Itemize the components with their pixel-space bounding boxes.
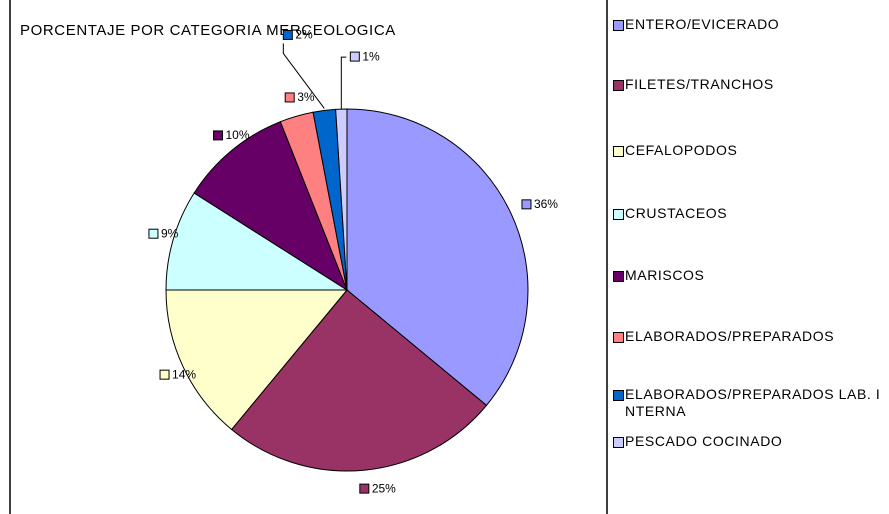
legend-label: ELABORADOS/PREPARADOS	[625, 328, 835, 344]
pie-slice	[346, 108, 529, 407]
data-label: 3%	[297, 90, 315, 104]
data-label: 14%	[172, 367, 196, 381]
legend-swatch	[613, 437, 624, 448]
legend-swatch	[613, 271, 624, 282]
legend-item: MARISCOS	[613, 267, 889, 284]
legend-label: FILETES/TRANCHOS	[625, 76, 774, 92]
legend-swatch	[613, 332, 624, 343]
data-label-key	[349, 51, 360, 62]
pie-slice	[230, 289, 488, 472]
leader-line	[282, 43, 325, 109]
data-label-key	[359, 483, 370, 494]
legend-label: PESCADO COCINADO	[625, 433, 783, 449]
legend-swatch	[613, 80, 624, 91]
data-label-key	[213, 130, 224, 141]
data-label-key	[282, 29, 293, 40]
legend-label: ENTERO/EVICERADO	[625, 16, 780, 32]
legend-swatch	[613, 209, 624, 220]
chart-frame	[9, 0, 608, 514]
data-label-key	[159, 369, 170, 380]
legend-item: ELABORADOS/PREPARADOS LAB. INTERNA	[613, 386, 889, 420]
legend-label: CEFALOPODOS	[625, 142, 738, 158]
legend-swatch	[613, 146, 624, 157]
data-label: 1%	[362, 49, 380, 63]
data-label: 2%	[295, 28, 313, 42]
data-label: 10%	[226, 128, 250, 142]
legend-item: ENTERO/EVICERADO	[613, 16, 889, 33]
data-label: 9%	[161, 226, 179, 240]
legend: ENTERO/EVICERADO FILETES/TRANCHOS CEFALOPO…	[607, 0, 889, 514]
legend-label: MARISCOS	[625, 267, 705, 283]
legend-swatch	[613, 20, 624, 31]
legend-item: FILETES/TRANCHOS	[613, 76, 889, 93]
pie-slice	[165, 192, 349, 291]
data-label: 25%	[372, 481, 396, 495]
data-label-key	[284, 92, 295, 103]
legend-item: PESCADO COCINADO	[613, 433, 889, 450]
legend-label: ELABORADOS/PREPARADOS LAB. INTERNA	[625, 386, 881, 419]
legend-item: ELABORADOS/PREPARADOS	[613, 328, 889, 345]
data-label-key	[148, 228, 159, 239]
chart-title: PORCENTAJE POR CATEGORIA MERCEOLOGICA	[20, 22, 396, 39]
legend-item: CEFALOPODOS	[613, 142, 889, 159]
pie-slice	[193, 121, 349, 292]
legend-label: CRUSTACEOS	[625, 205, 728, 221]
legend-item: CRUSTACEOS	[613, 205, 889, 222]
data-label-key	[521, 199, 532, 210]
data-label: 36%	[534, 197, 558, 211]
pie-slice	[165, 289, 349, 431]
legend-swatch	[613, 390, 624, 401]
leader-line	[340, 56, 347, 110]
